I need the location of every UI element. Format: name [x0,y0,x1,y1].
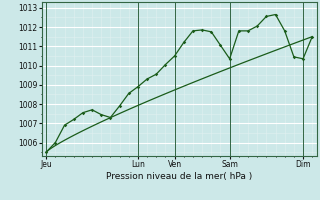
X-axis label: Pression niveau de la mer( hPa ): Pression niveau de la mer( hPa ) [106,172,252,181]
